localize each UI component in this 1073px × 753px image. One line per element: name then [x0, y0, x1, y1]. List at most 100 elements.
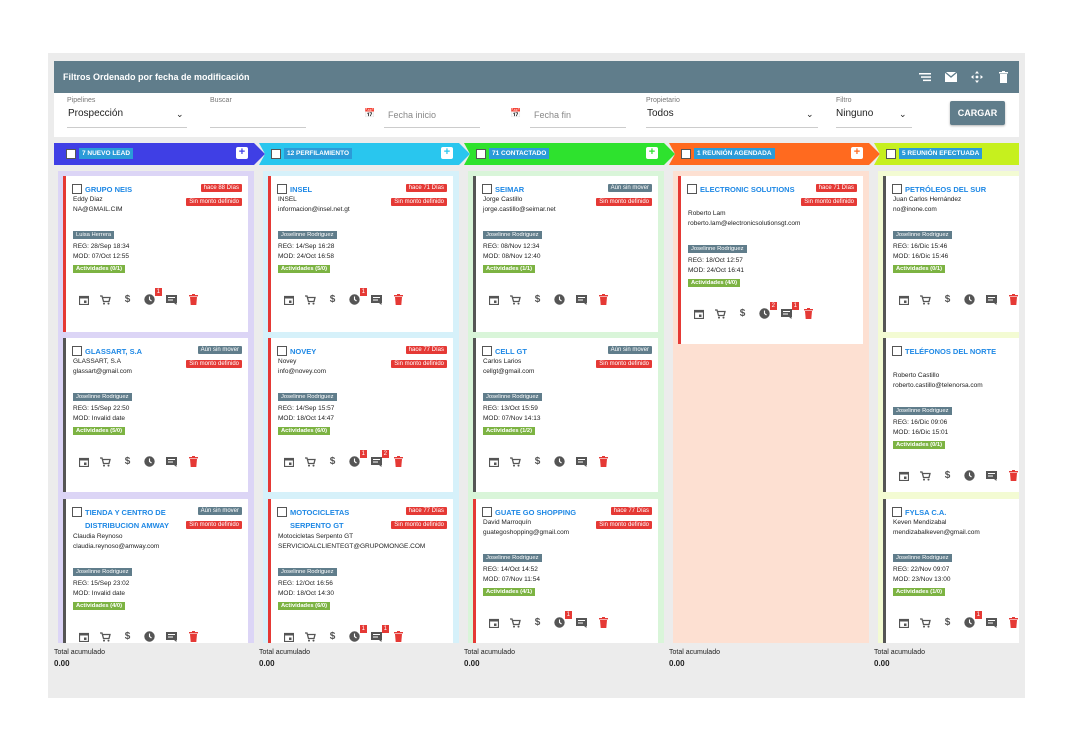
- calendar-icon[interactable]: [488, 456, 499, 467]
- trash-icon[interactable]: [188, 294, 199, 305]
- add-lead-button[interactable]: +: [441, 147, 453, 159]
- clock-icon[interactable]: [554, 456, 565, 467]
- lead-card[interactable]: GUATE GO SHOPPING hace 77 Días Sin monto d…: [473, 499, 658, 643]
- trash-icon[interactable]: [1008, 294, 1019, 305]
- clock-icon[interactable]: [964, 470, 975, 481]
- dollar-icon[interactable]: $: [329, 294, 336, 305]
- lead-select-checkbox[interactable]: [277, 184, 287, 194]
- add-lead-button[interactable]: +: [851, 147, 863, 159]
- chat-icon[interactable]: [576, 617, 587, 628]
- dollar-icon[interactable]: $: [534, 456, 541, 467]
- activities-badge[interactable]: Actividades (0/1): [893, 441, 946, 449]
- cart-icon[interactable]: [100, 294, 111, 305]
- calendar-icon[interactable]: [898, 470, 909, 481]
- calendar-icon[interactable]: [488, 617, 499, 628]
- dollar-icon[interactable]: $: [124, 456, 131, 467]
- cart-icon[interactable]: [510, 456, 521, 467]
- lead-card[interactable]: INSEL hace 71 Días Sin monto definido INSEL…: [268, 176, 453, 332]
- trash-icon[interactable]: [1008, 617, 1019, 628]
- lead-select-checkbox[interactable]: [482, 507, 492, 517]
- activities-badge[interactable]: Actividades (5/0): [73, 427, 126, 435]
- lead-name[interactable]: GRUPO NEIS: [85, 185, 133, 194]
- lead-name[interactable]: ELECTRONIC SOLUTIONS: [700, 185, 795, 194]
- lead-select-checkbox[interactable]: [482, 184, 492, 194]
- clock-icon[interactable]: [964, 294, 975, 305]
- calendar-icon[interactable]: [488, 294, 499, 305]
- pipelines-select[interactable]: Prospección: [68, 108, 124, 119]
- lead-name[interactable]: INSEL: [290, 185, 313, 194]
- dollar-icon[interactable]: $: [944, 294, 951, 305]
- dollar-icon[interactable]: $: [534, 294, 541, 305]
- activities-badge[interactable]: Actividades (0/1): [893, 265, 946, 273]
- column-select-checkbox[interactable]: [476, 149, 486, 159]
- lead-card[interactable]: ELECTRONIC SOLUTIONS hace 71 Días Sin mont…: [678, 176, 863, 344]
- clock-icon[interactable]: 1: [964, 611, 982, 628]
- cart-icon[interactable]: [920, 617, 931, 628]
- dollar-icon[interactable]: $: [329, 631, 336, 642]
- activities-badge[interactable]: Actividades (4/0): [73, 602, 126, 610]
- lead-card[interactable]: SEIMAR Aún sin mover Sin monto definido Jor…: [473, 176, 658, 332]
- calendar-icon[interactable]: [693, 308, 704, 319]
- cart-icon[interactable]: [510, 617, 521, 628]
- dollar-icon[interactable]: $: [944, 470, 951, 481]
- activities-badge[interactable]: Actividades (6/0): [278, 427, 331, 435]
- trash-icon[interactable]: [598, 294, 609, 305]
- chat-icon[interactable]: [166, 294, 177, 305]
- sort-icon[interactable]: [918, 70, 932, 84]
- activities-badge[interactable]: Actividades (4/0): [688, 279, 741, 287]
- chat-icon[interactable]: [986, 294, 997, 305]
- column-select-checkbox[interactable]: [66, 149, 76, 159]
- clock-icon[interactable]: [554, 294, 565, 305]
- clock-icon[interactable]: 1: [144, 288, 162, 305]
- lead-select-checkbox[interactable]: [687, 184, 697, 194]
- cart-icon[interactable]: [305, 631, 316, 642]
- lead-select-checkbox[interactable]: [482, 346, 492, 356]
- clock-icon[interactable]: 1: [349, 625, 367, 642]
- lead-name[interactable]: CELL GT: [495, 347, 527, 356]
- calendar-icon[interactable]: [78, 456, 89, 467]
- calendar-icon[interactable]: 📅: [510, 108, 522, 118]
- trash-icon[interactable]: [996, 70, 1010, 84]
- dollar-icon[interactable]: $: [124, 631, 131, 642]
- column-select-checkbox[interactable]: [886, 149, 896, 159]
- clock-icon[interactable]: 1: [554, 611, 572, 628]
- lead-card[interactable]: GRUPO NEIS hace 88 Días Sin monto definido…: [63, 176, 248, 332]
- trash-icon[interactable]: [598, 617, 609, 628]
- chat-icon[interactable]: 2: [371, 450, 389, 467]
- add-lead-button[interactable]: +: [646, 147, 658, 159]
- cart-icon[interactable]: [305, 456, 316, 467]
- lead-select-checkbox[interactable]: [277, 346, 287, 356]
- chevron-down-icon[interactable]: ⌄: [176, 109, 184, 119]
- trash-icon[interactable]: [393, 456, 404, 467]
- dollar-icon[interactable]: $: [944, 617, 951, 628]
- column-select-checkbox[interactable]: [271, 149, 281, 159]
- chevron-down-icon[interactable]: ⌄: [899, 109, 907, 119]
- trash-icon[interactable]: [803, 308, 814, 319]
- chat-icon[interactable]: [576, 294, 587, 305]
- lead-name[interactable]: NOVEY: [290, 347, 317, 356]
- lead-card[interactable]: CELL GT Aún sin mover Sin monto definido Ca…: [473, 338, 658, 492]
- clock-icon[interactable]: 1: [349, 450, 367, 467]
- lead-card[interactable]: GLASSART, S.A Aún sin mover Sin monto defi…: [63, 338, 248, 492]
- lead-card[interactable]: MOTOCICLETAS SERPENTO GT hace 77 Días Sin …: [268, 499, 453, 643]
- column-select-checkbox[interactable]: [681, 149, 691, 159]
- lead-card[interactable]: FYLSA C.A.SinKeven Mendizabalmendizabalk…: [883, 499, 1019, 643]
- activities-badge[interactable]: Actividades (5/0): [278, 265, 331, 273]
- lead-select-checkbox[interactable]: [72, 507, 82, 517]
- chat-icon[interactable]: [986, 617, 997, 628]
- activities-badge[interactable]: Actividades (6/0): [278, 602, 331, 610]
- calendar-icon[interactable]: [78, 631, 89, 642]
- cart-icon[interactable]: [920, 294, 931, 305]
- calendar-icon[interactable]: [283, 631, 294, 642]
- fecha-inicio-input[interactable]: Fecha inicio: [388, 110, 437, 120]
- chevron-down-icon[interactable]: ⌄: [806, 109, 814, 119]
- lead-card[interactable]: PETRÓLEOS DEL SURSinJuan Carlos Hernánde…: [883, 176, 1019, 332]
- lead-card[interactable]: NOVEY hace 77 Días Sin monto definido Novey…: [268, 338, 453, 492]
- activities-badge[interactable]: Actividades (4/1): [483, 588, 536, 596]
- lead-select-checkbox[interactable]: [72, 184, 82, 194]
- chat-icon[interactable]: [371, 294, 382, 305]
- mail-icon[interactable]: [944, 70, 958, 84]
- calendar-icon[interactable]: [898, 617, 909, 628]
- chat-icon[interactable]: 1: [371, 625, 389, 642]
- activities-badge[interactable]: Actividades (0/1): [73, 265, 126, 273]
